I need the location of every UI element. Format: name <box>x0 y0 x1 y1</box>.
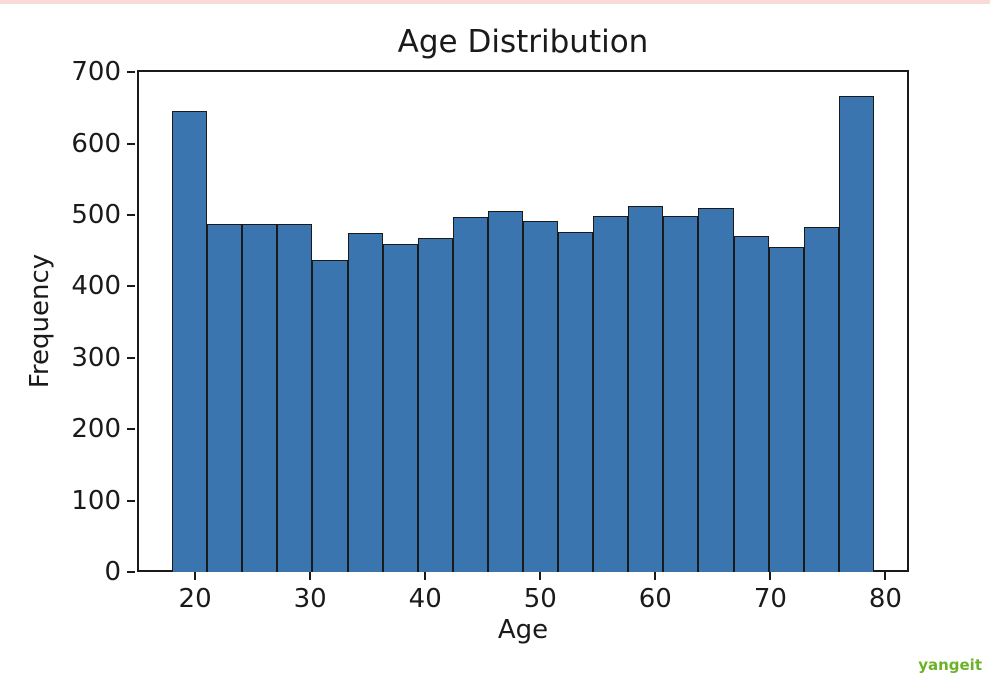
y-tick-label: 400 <box>71 271 121 302</box>
top-border <box>0 0 990 4</box>
histogram-bar <box>523 220 559 572</box>
x-tick-label: 30 <box>293 584 327 614</box>
plot-area <box>137 70 909 572</box>
y-tick-mark <box>127 571 135 573</box>
histogram-bar <box>838 95 874 572</box>
x-tick-label: 80 <box>868 584 902 614</box>
histogram-bar <box>312 259 348 572</box>
x-axis-label: Age <box>497 615 549 645</box>
histogram-bar <box>663 215 699 572</box>
histogram-bar <box>698 207 734 572</box>
y-tick-label: 300 <box>71 342 121 373</box>
histogram-bar <box>768 247 804 572</box>
y-tick-mark <box>127 142 135 145</box>
x-tick-mark <box>424 572 427 580</box>
x-tick-mark <box>769 572 772 580</box>
histogram-bar <box>593 215 629 572</box>
histogram-bar <box>277 224 313 572</box>
histogram-bar <box>452 217 488 572</box>
histogram-bar <box>382 244 418 572</box>
y-tick-mark <box>127 213 135 216</box>
y-tick-mark <box>127 356 135 359</box>
x-tick-mark <box>654 572 657 580</box>
histogram-bar <box>803 227 839 572</box>
histogram-bar <box>558 232 594 572</box>
chart-title: Age Distribution <box>397 24 649 60</box>
x-tick-mark <box>884 572 887 580</box>
x-tick-label: 50 <box>523 584 557 614</box>
watermark: yangeit <box>918 656 982 674</box>
y-tick-label: 700 <box>71 57 121 88</box>
y-tick-mark <box>127 71 135 74</box>
x-tick-mark <box>309 572 312 580</box>
y-tick-label: 200 <box>71 414 121 445</box>
y-tick-mark <box>127 285 135 288</box>
histogram-bar <box>172 111 208 572</box>
histogram-bar <box>417 237 453 572</box>
x-tick-mark <box>194 572 197 580</box>
histogram-bar <box>347 232 383 572</box>
histogram-bar <box>242 224 278 572</box>
histogram-bar <box>733 236 769 572</box>
y-tick-mark <box>127 428 135 431</box>
histogram-bar <box>207 224 243 572</box>
histogram-bar <box>487 210 523 572</box>
histogram-bar <box>628 206 664 572</box>
y-tick-label: 0 <box>104 557 121 587</box>
x-tick-label: 70 <box>753 584 787 614</box>
x-tick-label: 60 <box>638 584 672 614</box>
x-tick-label: 20 <box>178 584 212 614</box>
y-tick-label: 100 <box>71 485 121 516</box>
y-axis-label: Frequency <box>25 253 55 389</box>
y-tick-label: 500 <box>71 199 121 230</box>
y-tick-mark <box>127 499 135 502</box>
y-tick-label: 600 <box>71 128 121 159</box>
x-tick-label: 40 <box>408 584 442 614</box>
x-tick-mark <box>539 572 542 580</box>
